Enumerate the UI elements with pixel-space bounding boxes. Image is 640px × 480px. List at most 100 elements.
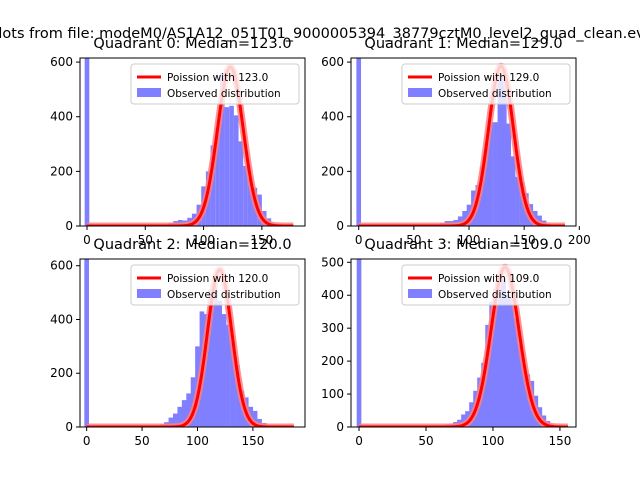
subplot-title: Quadrant 1: Median=129.0 [364, 36, 562, 52]
legend-box [401, 264, 571, 306]
histogram-bar [181, 400, 187, 427]
histogram-bar [506, 123, 512, 226]
x-tick-label: 200 [568, 233, 591, 247]
histogram-bar [226, 324, 231, 427]
legend-fit-label: Poission with 120.0 [167, 273, 268, 285]
y-tick-label: 200 [50, 164, 73, 178]
y-tick-label: 600 [321, 55, 344, 69]
x-tick-label: 150 [513, 233, 536, 247]
histogram-bar [215, 127, 220, 226]
histogram-bar [501, 278, 507, 427]
x-tick-label: 50 [418, 434, 433, 448]
subplot-title: Quadrant 2: Median=120.0 [93, 237, 291, 253]
histogram-bar [252, 410, 258, 427]
histogram-bar [461, 414, 466, 427]
legend-hist-label: Observed distribution [438, 289, 552, 301]
legend-hist-label: Observed distribution [167, 289, 281, 301]
y-tick-label: 600 [50, 55, 73, 69]
histogram-bar [224, 107, 230, 226]
subplot-quadrant-1: Quadrant 1: Median=129.0 0 50 100 150 200 0 20… [321, 36, 591, 247]
subplot-title: Quadrant 0: Median=123.0 [93, 36, 291, 52]
histogram-bar [247, 178, 253, 226]
subplot-quadrant-0: Quadrant 0: Median=123.0 0 50 100 150 0 200 40… [50, 36, 306, 247]
x-tick-label: 50 [406, 233, 421, 247]
y-tick-label: 300 [321, 321, 344, 335]
histogram-bar [217, 300, 222, 427]
y-tick-label: 0 [336, 219, 344, 233]
histogram-bar [517, 344, 523, 427]
histogram-bar [505, 295, 511, 427]
histogram-bar [230, 340, 236, 427]
histogram-bar [509, 296, 515, 427]
histogram-bar [221, 314, 227, 427]
legend: Poission with 129.0 Observed distribution [401, 63, 571, 105]
histogram-bar [168, 417, 174, 427]
legend-hist-label: Observed distribution [167, 88, 281, 100]
legend: Poission with 120.0 Observed distribution [130, 264, 300, 306]
y-tick-label: 400 [50, 110, 73, 124]
legend-fit-label: Poission with 123.0 [167, 72, 268, 84]
y-tick-label: 600 [50, 259, 73, 273]
poisson-fit-curve [85, 268, 295, 427]
histogram-bar [462, 210, 467, 226]
histogram-bar [497, 277, 503, 427]
y-tick-label: 200 [321, 164, 344, 178]
subplot-quadrant-3: Quadrant 3: Median=109.0 0 50 100 150 0 100 20… [321, 237, 577, 448]
legend-box [130, 63, 300, 105]
histogram-bar [233, 115, 239, 226]
legend-fit-label: Poission with 129.0 [438, 72, 539, 84]
x-tick-label: 150 [250, 233, 273, 247]
histogram-bar [488, 122, 494, 226]
histogram-bar [238, 141, 244, 226]
histogram-bar [84, 58, 90, 226]
poisson-fit-curve [357, 64, 566, 226]
legend-fit-label: Poission with 109.0 [438, 273, 539, 285]
plot-area [83, 259, 297, 427]
poisson-fit-curve [358, 265, 569, 427]
histogram-bar [219, 73, 225, 226]
histogram-bar [493, 288, 498, 427]
x-tick-label: 0 [355, 434, 363, 448]
histogram-bar [493, 122, 498, 226]
histogram-bar [489, 301, 494, 427]
legend-hist-label: Observed distribution [438, 88, 552, 100]
x-tick-label: 100 [192, 233, 215, 247]
legend-hist-swatch [137, 88, 161, 97]
histogram-bar [457, 216, 463, 226]
histogram-bar [208, 289, 214, 427]
histogram-bar [204, 314, 209, 427]
x-tick-label: 100 [458, 233, 481, 247]
histogram-bar [172, 413, 178, 427]
plot-area [355, 58, 568, 226]
histogram-bar [519, 182, 525, 226]
histogram-bar [510, 156, 516, 226]
legend-hist-swatch [137, 289, 161, 298]
axes-frame [350, 258, 577, 428]
subplot-quadrant-2: Quadrant 2: Median=120.0 0 50 100 150 0 200 40… [50, 237, 306, 448]
legend-box [130, 264, 300, 306]
subplot-title: Quadrant 3: Median=109.0 [364, 237, 562, 253]
histogram-bar [210, 145, 216, 226]
poisson-fit-curve [86, 65, 295, 226]
histogram-bar [479, 167, 485, 226]
x-tick-label: 150 [241, 434, 264, 448]
axes-frame [350, 57, 577, 227]
histogram-bar [235, 365, 240, 427]
histogram-bar [525, 374, 531, 427]
y-tick-label: 0 [65, 420, 73, 434]
x-tick-label: 50 [134, 434, 149, 448]
y-tick-label: 400 [321, 288, 344, 302]
y-tick-label: 100 [321, 387, 344, 401]
y-tick-label: 200 [50, 366, 73, 380]
histogram-bar [356, 58, 362, 226]
y-tick-label: 500 [321, 255, 344, 269]
x-tick-label: 50 [138, 233, 153, 247]
y-tick-label: 400 [321, 110, 344, 124]
y-tick-label: 0 [336, 420, 344, 434]
x-tick-label: 0 [355, 233, 363, 247]
histogram-bar [481, 362, 486, 427]
histogram-bar [84, 259, 89, 427]
histogram-bar [521, 364, 527, 427]
y-tick-label: 0 [65, 219, 73, 233]
